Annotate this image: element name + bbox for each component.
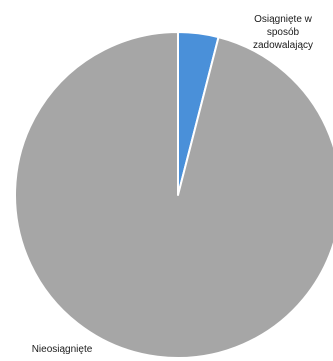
slice-label-2: Nieosiągnięte <box>32 344 93 355</box>
slice-label-1: Osiągnięte w sposób zadowalający <box>253 14 313 51</box>
pie-slice-2 <box>14 31 333 359</box>
